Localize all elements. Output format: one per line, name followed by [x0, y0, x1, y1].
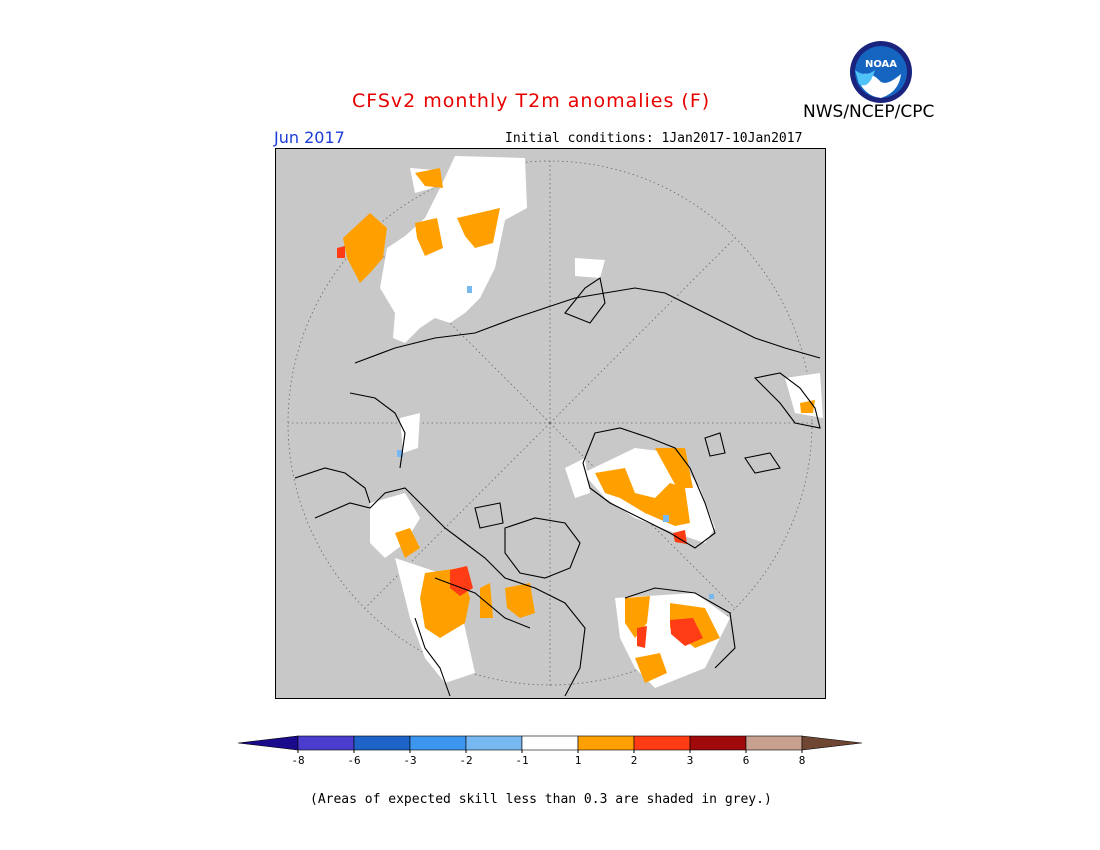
colorbar-tick-label: -1: [515, 754, 528, 767]
colorbar-tick-label: -8: [291, 754, 304, 767]
colorbar-tick-label: 8: [799, 754, 806, 767]
colorbar-tick-label: 1: [575, 754, 582, 767]
colorbar-bin: [238, 735, 299, 751]
colorbar-bin: [521, 735, 579, 751]
colorbar-tick-label: 2: [631, 754, 638, 767]
colorbar-tick-label: 3: [687, 754, 694, 767]
colorbar-bin: [465, 735, 523, 751]
colorbar-bin: [745, 735, 803, 751]
initial-conditions-label: Initial conditions: 1Jan2017-10Jan2017: [505, 131, 803, 146]
colorbar-tick-label: -6: [347, 754, 360, 767]
valid-month-label: Jun 2017: [274, 128, 345, 147]
colorbar-tick-label: -3: [403, 754, 416, 767]
colorbar: -8 -6 -3 -2 -1 1 2 3 6 8: [238, 735, 862, 767]
colorbar-bins: [238, 735, 862, 751]
coastlines: [294, 277, 821, 697]
colorbar-tick-label: 6: [743, 754, 750, 767]
logo-text: NOAA: [865, 59, 897, 70]
noaa-logo: NOAA: [850, 41, 912, 103]
organization-label: NWS/NCEP/CPC: [803, 102, 935, 122]
colorbar-bin: [409, 735, 467, 751]
colorbar-bin: [689, 735, 747, 751]
colorbar-bin: [633, 735, 691, 751]
colorbar-bin: [297, 735, 355, 751]
map-title: CFSv2 monthly T2m anomalies (F): [352, 90, 711, 112]
skill-footnote: (Areas of expected skill less than 0.3 a…: [310, 792, 772, 807]
colorbar-bin: [577, 735, 635, 751]
anomaly-minus-1-to-minus-2-regions: [397, 286, 714, 599]
colorbar-bin: [353, 735, 411, 751]
polar-anomaly-map: [275, 148, 826, 699]
colorbar-tick-label: -2: [459, 754, 472, 767]
colorbar-ticks: -8 -6 -3 -2 -1 1 2 3 6 8: [291, 750, 805, 767]
colorbar-bin: [801, 735, 862, 751]
